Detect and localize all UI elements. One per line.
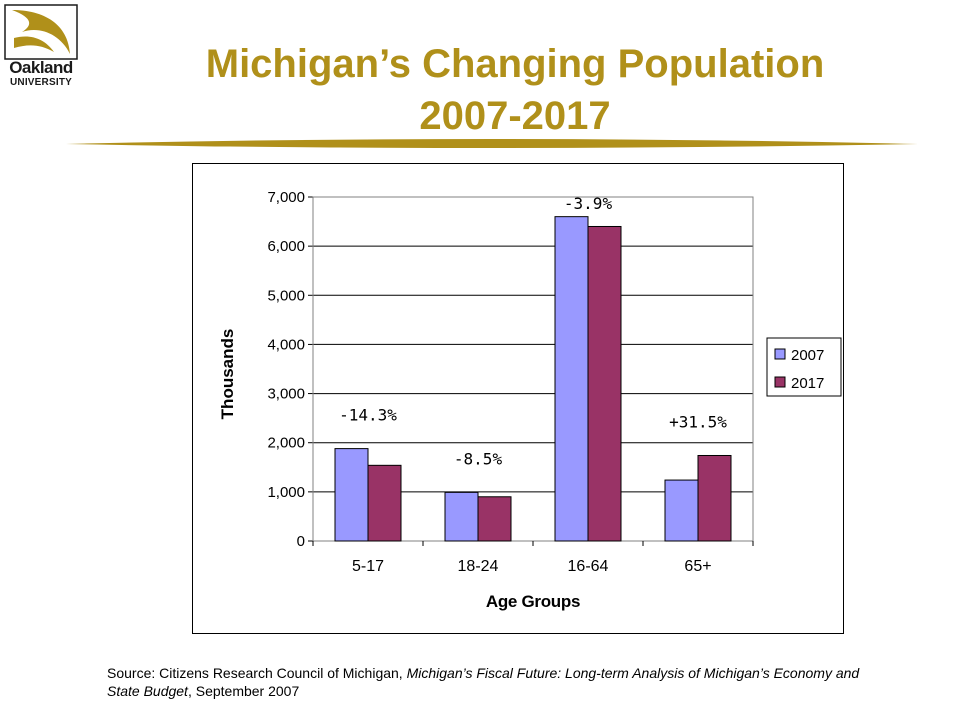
bar-2007-5-17 bbox=[334, 448, 369, 542]
bar-chart: 0 1,000 2,000 3,000 4,000 5,000 6,000 7,000 5-17… bbox=[218, 189, 842, 611]
legend-swatch-2017 bbox=[774, 376, 786, 388]
bar-2017-65+ bbox=[697, 454, 732, 542]
title-divider bbox=[66, 139, 918, 148]
percent-change-label: -8.5% bbox=[454, 449, 503, 468]
legend-swatch-2007 bbox=[774, 348, 786, 360]
logo-wordmark: Oakland bbox=[9, 58, 73, 77]
chart-frame: 0 1,000 2,000 3,000 4,000 5,000 6,000 7,000 5-17… bbox=[192, 163, 844, 634]
sail-logo-icon bbox=[4, 4, 78, 60]
title-line-1: Michigan’s Changing Population bbox=[205, 42, 825, 86]
y-tick-label: 3,000 bbox=[267, 386, 305, 403]
bar-2017-5-17 bbox=[367, 464, 402, 542]
bar-2007-18-24 bbox=[444, 491, 479, 542]
x-tick-label: 5-17 bbox=[352, 558, 384, 575]
x-tick-label: 18-24 bbox=[458, 558, 499, 575]
legend-label-2017: 2017 bbox=[791, 375, 824, 392]
bar-2017-16-64 bbox=[587, 225, 622, 542]
source-suffix: , September 2007 bbox=[187, 683, 300, 699]
y-tick-label: 2,000 bbox=[267, 435, 305, 452]
percent-change-label: -14.3% bbox=[339, 406, 397, 425]
y-tick-label: 1,000 bbox=[267, 484, 305, 501]
bar-2007-65+ bbox=[664, 479, 699, 542]
y-axis-title: Thousands bbox=[218, 329, 237, 420]
logo-subword: UNIVERSITY bbox=[9, 77, 72, 88]
source-prefix: Source: Citizens Research Council of Mic… bbox=[107, 665, 407, 681]
percent-change-label: -3.9% bbox=[564, 194, 613, 213]
y-tick-label: 7,000 bbox=[267, 189, 305, 206]
x-tick-label: 65+ bbox=[684, 558, 711, 575]
source-citation: Source: Citizens Research Council of Mic… bbox=[107, 664, 887, 700]
bar-2007-16-64 bbox=[554, 216, 589, 542]
legend-label-2007: 2007 bbox=[791, 347, 824, 364]
y-tick-label: 4,000 bbox=[267, 336, 305, 353]
title-line-2: 2007-2017 bbox=[419, 94, 611, 138]
source-title: Michigan’s Fiscal Future: Long-term Anal… bbox=[107, 665, 860, 699]
oakland-university-logo: Oakland UNIVERSITY bbox=[4, 4, 78, 96]
y-tick-label: 0 bbox=[297, 533, 305, 550]
percent-change-label: +31.5% bbox=[669, 412, 727, 431]
x-tick-label: 16-64 bbox=[568, 558, 609, 575]
y-tick-label: 5,000 bbox=[267, 287, 305, 304]
bar-2017-18-24 bbox=[477, 496, 512, 542]
x-axis-title: Age Groups bbox=[486, 592, 580, 611]
y-tick-label: 6,000 bbox=[267, 238, 305, 255]
page-title: Michigan’s Changing Population 2007-2017 bbox=[0, 38, 960, 142]
